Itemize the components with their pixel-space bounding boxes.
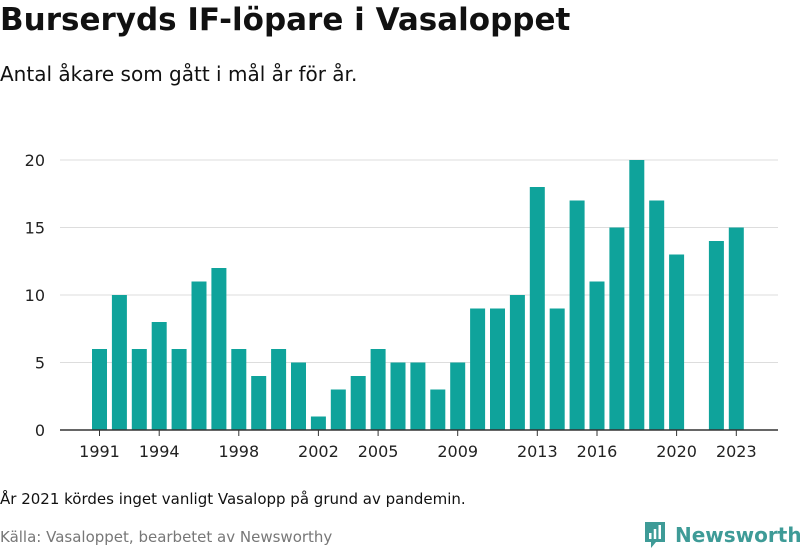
newsworthy-logo-icon	[645, 522, 665, 548]
y-tick-label: 20	[25, 151, 45, 170]
bar-2005	[370, 349, 386, 430]
bar-2016	[589, 281, 605, 430]
x-tick-label: 2009	[437, 442, 478, 461]
y-axis-ticks: 0 5 10 15 20	[25, 151, 45, 440]
x-tick-label: 1994	[139, 442, 180, 461]
bar-1998	[231, 349, 247, 430]
x-tick-label: 2023	[716, 442, 757, 461]
x-tick-label: 2016	[577, 442, 618, 461]
bar-2020	[669, 254, 685, 430]
newsworthy-brand[interactable]: Newsworthy	[643, 519, 800, 551]
bar-2008	[430, 389, 446, 430]
bar-1995	[171, 349, 187, 430]
source-text: Källa: Vasaloppet, bearbetet av Newswort…	[0, 528, 333, 546]
bar-2003	[330, 389, 346, 430]
x-tick-label: 1991	[79, 442, 120, 461]
bar-2007	[410, 362, 426, 430]
y-tick-label: 0	[35, 421, 45, 440]
bar-2014	[549, 308, 565, 430]
bar-2022	[708, 241, 724, 430]
bar-2018	[629, 160, 645, 430]
bar-chart: 0 5 10 15 20 1991 1994 1998 2002 2005 2009 2013 201…	[25, 151, 778, 461]
y-tick-label: 5	[35, 354, 45, 373]
x-axis: 1991 1994 1998 2002 2005 2009 2013 2016 2020 2023	[60, 429, 778, 461]
bar-2012	[509, 295, 525, 430]
bar-2004	[350, 376, 366, 430]
x-tick-label: 1998	[218, 442, 259, 461]
bar-2001	[291, 362, 306, 430]
bar-2000	[271, 349, 287, 430]
brand-name: Newsworthy	[675, 523, 800, 547]
bar-1994	[151, 322, 167, 430]
bar-2023	[728, 227, 744, 430]
bar-1996	[191, 281, 207, 430]
bar-1993	[131, 349, 147, 430]
bars	[92, 160, 744, 430]
bar-2013	[529, 187, 545, 430]
bar-1992	[111, 295, 127, 430]
bar-2011	[490, 308, 505, 430]
bar-2017	[609, 227, 625, 430]
bar-2015	[569, 200, 585, 430]
bar-1991	[92, 349, 107, 430]
bar-2006	[390, 362, 406, 430]
x-tick-label: 2002	[298, 442, 339, 461]
x-tick-label: 2020	[656, 442, 697, 461]
chart-subtitle: Antal åkare som gått i mål år för år.	[0, 62, 358, 86]
y-tick-label: 15	[25, 219, 45, 238]
bar-2009	[450, 362, 466, 430]
chart-title: Burseryds IF-löpare i Vasaloppet	[0, 2, 571, 38]
bar-2010	[470, 308, 486, 430]
bar-2002	[310, 416, 326, 430]
bar-2019	[649, 200, 665, 430]
x-tick-label: 2005	[358, 442, 399, 461]
x-tick-label: 2013	[517, 442, 558, 461]
bar-1997	[211, 268, 227, 430]
bar-1999	[251, 376, 267, 430]
footnote: År 2021 kördes inget vanligt Vasalopp på…	[0, 490, 466, 508]
y-tick-label: 10	[25, 286, 45, 305]
